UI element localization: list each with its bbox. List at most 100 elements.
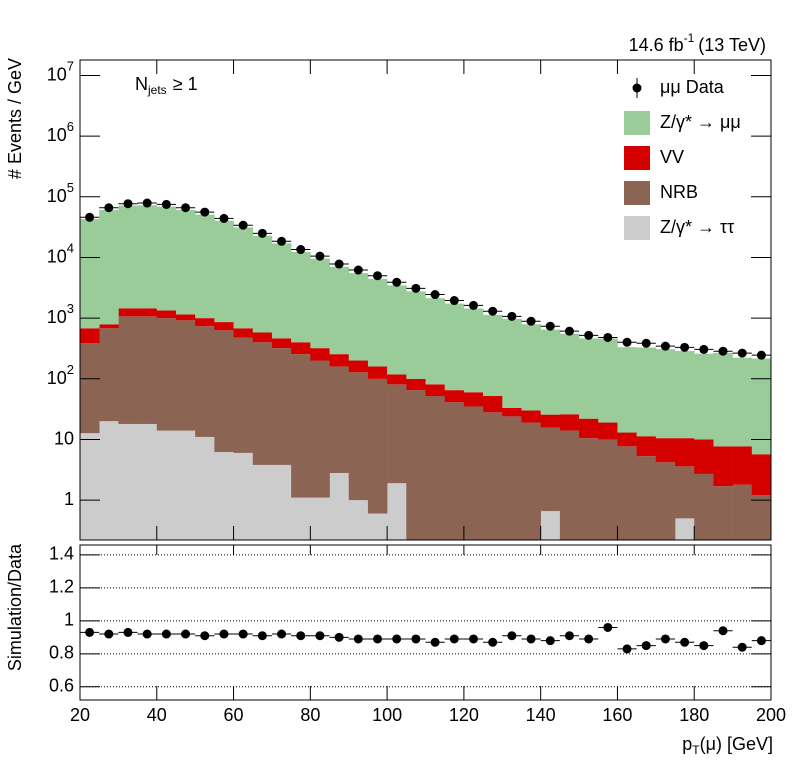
histogram-bar (329, 354, 350, 367)
data-point (411, 283, 421, 293)
ratio-point (449, 634, 459, 644)
histogram-bar (387, 483, 407, 540)
text-part: 10 (47, 64, 67, 84)
histogram-bar (118, 316, 138, 424)
x-tick-label: 120 (449, 705, 479, 725)
ratio-point (488, 637, 498, 647)
histogram-bar (636, 347, 657, 437)
histogram-bar (694, 353, 714, 440)
histogram-bar (271, 338, 292, 349)
histogram-bar (444, 303, 465, 391)
histogram-bar (252, 342, 273, 465)
text-part: N (135, 74, 148, 94)
ratio-point (660, 634, 670, 644)
data-point (660, 341, 670, 351)
ratio-point (526, 634, 536, 644)
histogram-bar (387, 285, 407, 375)
histogram-bar (675, 518, 695, 540)
text-part: 1 (64, 489, 74, 509)
data-point (219, 213, 229, 223)
ratio-point (718, 626, 728, 636)
histogram-bar (195, 326, 215, 437)
x-axis-label: pT(μ) [GeV] (682, 734, 773, 757)
histogram-bar (732, 446, 753, 485)
histogram-bar (271, 243, 292, 339)
histogram-bar (367, 378, 388, 514)
text-part: 10 (54, 428, 74, 448)
histogram-bar (175, 430, 196, 540)
histogram-bar (579, 338, 599, 419)
histogram-bar (655, 349, 676, 439)
data-point (449, 296, 459, 306)
histogram-bar (463, 406, 484, 540)
histogram-bar (271, 464, 292, 540)
ratio-point (641, 641, 651, 651)
histogram-bar (559, 430, 580, 540)
ratio-point (699, 641, 709, 651)
frame (79, 59, 772, 541)
data-point (468, 300, 478, 310)
y-tick-label: 1.4 (49, 544, 74, 564)
text-part: 10 (47, 186, 67, 206)
ratio-point (85, 627, 95, 637)
histogram-bar (444, 390, 465, 403)
histogram-bar (156, 206, 177, 311)
histogram-bar (406, 390, 426, 540)
histogram-bar (310, 348, 330, 361)
data-point (699, 344, 709, 354)
legend-label: μμ Data (660, 77, 725, 97)
histogram-bar (195, 436, 215, 540)
legend-swatch (624, 111, 650, 135)
text-part: 7 (67, 59, 74, 74)
ratio-point (373, 634, 383, 644)
histogram-bar (387, 374, 407, 385)
histogram-bar (579, 438, 599, 540)
data-point (622, 337, 632, 347)
histogram-bar (233, 337, 254, 453)
histogram-bar (310, 497, 330, 540)
text-part: jets (147, 83, 167, 97)
histogram-bar (329, 266, 350, 355)
histogram-bar (713, 352, 733, 447)
ratio-point (123, 627, 133, 637)
histogram-bar (617, 432, 637, 447)
histogram-bar (118, 308, 138, 317)
x-tick-label: 180 (679, 705, 709, 725)
x-tick-label: 80 (300, 705, 320, 725)
histogram-bar (137, 316, 158, 424)
histogram-bar (99, 421, 119, 540)
y-tick-label: 103 (47, 302, 74, 327)
histogram-bar (675, 350, 695, 439)
histogram-bar (291, 497, 311, 540)
histogram-bar (156, 310, 177, 319)
histogram-bar (483, 314, 503, 397)
data-point (353, 265, 363, 275)
ratio-point (564, 631, 574, 641)
y-tick-label: 107 (47, 59, 74, 84)
data-point (641, 338, 651, 348)
histogram-bar (329, 472, 350, 540)
histogram-bar (367, 278, 388, 367)
y-tick-label: 106 (47, 120, 74, 145)
y-tick-label: 104 (47, 241, 74, 266)
histogram-bar (310, 258, 330, 349)
ratio-point (392, 634, 402, 644)
histogram-bar (195, 214, 215, 319)
histogram-bar (175, 209, 196, 315)
histogram-bar (694, 439, 714, 474)
histogram-bar (118, 423, 138, 540)
data-point (756, 350, 766, 360)
data-point (584, 330, 594, 340)
histogram-bar (483, 396, 503, 413)
ratio-point (238, 629, 248, 639)
histogram-bar (214, 322, 234, 331)
x-tick-label: 40 (147, 705, 167, 725)
legend-label: VV (660, 147, 684, 167)
x-tick-label: 200 (756, 705, 786, 725)
histogram-bar (675, 466, 695, 519)
x-tick-label: 60 (224, 705, 244, 725)
histogram-bar (425, 298, 445, 385)
histogram-bar (579, 418, 599, 439)
histogram-bar (540, 427, 561, 512)
